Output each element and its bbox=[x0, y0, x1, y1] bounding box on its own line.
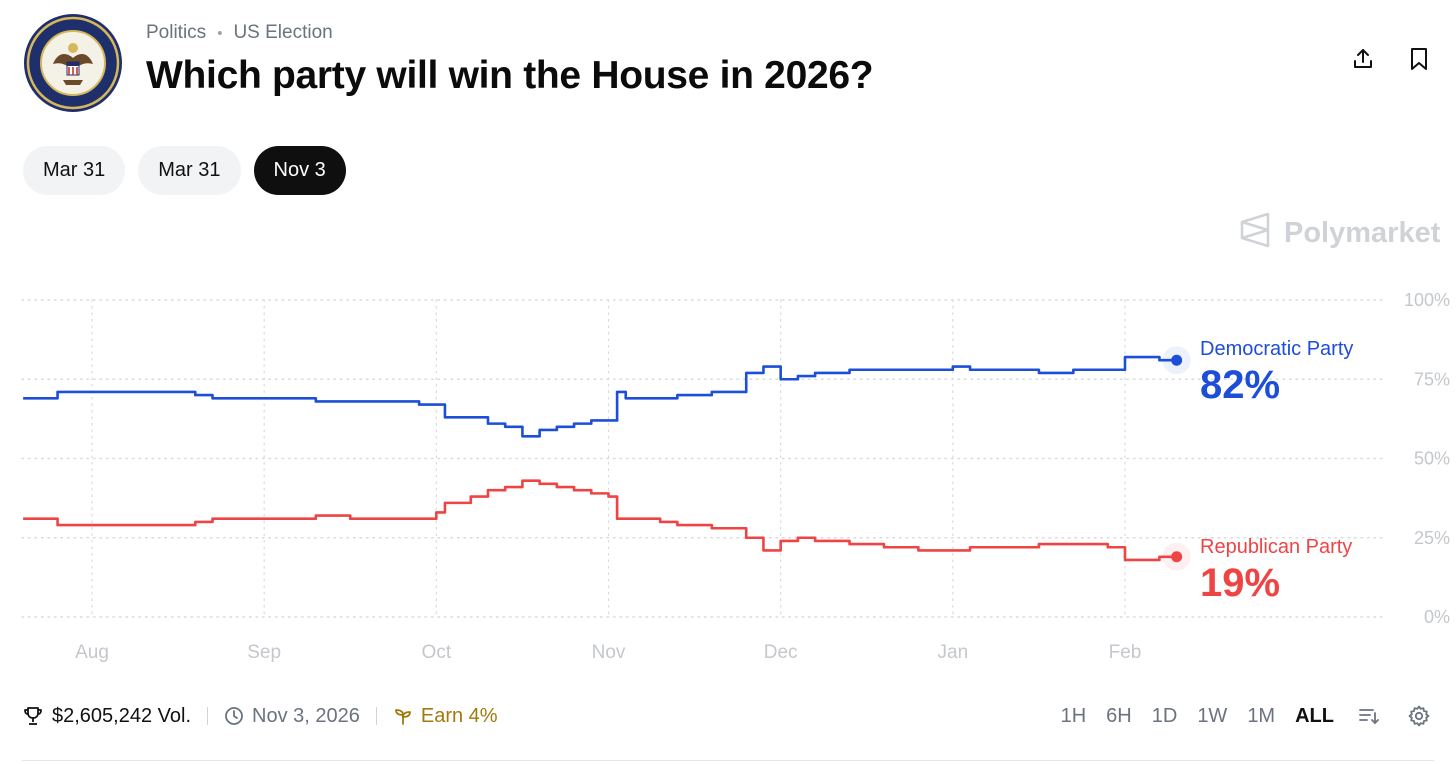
range-1w[interactable]: 1W bbox=[1197, 704, 1228, 727]
share-button[interactable] bbox=[1348, 44, 1378, 74]
trophy-icon bbox=[24, 707, 42, 725]
volume-value: $2,605,242 Vol. bbox=[52, 704, 192, 727]
gear-icon bbox=[1408, 705, 1430, 727]
footer-divider bbox=[375, 707, 377, 725]
range-1m[interactable]: 1M bbox=[1247, 704, 1276, 727]
share-icon bbox=[1354, 49, 1372, 68]
breadcrumb-separator: • bbox=[217, 24, 223, 42]
polymarket-logo-icon bbox=[1240, 212, 1270, 248]
x-tick-label: Sep bbox=[247, 642, 281, 663]
series-value-label: 82% bbox=[1200, 363, 1280, 407]
earn-link[interactable]: Earn 4% bbox=[393, 705, 498, 728]
range-1d[interactable]: 1D bbox=[1151, 704, 1178, 727]
y-tick-label: 0% bbox=[1424, 607, 1450, 627]
date-pill-2[interactable]: Mar 31 bbox=[138, 146, 241, 195]
y-tick-label: 25% bbox=[1414, 528, 1450, 548]
y-tick-label: 75% bbox=[1414, 369, 1450, 389]
y-tick-label: 50% bbox=[1414, 449, 1450, 469]
market-footer: $2,605,242 Vol. Nov 3, 2026 Earn 4% 1H 6… bbox=[22, 700, 1434, 732]
x-tick-label: Nov bbox=[592, 642, 626, 663]
time-range-selector: 1H 6H 1D 1W 1M ALL bbox=[1061, 701, 1434, 731]
x-tick-label: Jan bbox=[938, 642, 969, 663]
end-date-value: Nov 3, 2026 bbox=[252, 704, 360, 727]
settings-button[interactable] bbox=[1404, 701, 1434, 731]
date-selector: Mar 31 Mar 31 Nov 3 bbox=[23, 146, 346, 195]
series-endpoint-dot bbox=[1171, 354, 1183, 366]
series-name-label: Democratic Party bbox=[1200, 338, 1353, 360]
footer-rule bbox=[22, 760, 1434, 761]
range-all[interactable]: ALL bbox=[1295, 704, 1334, 727]
range-6h[interactable]: 6H bbox=[1106, 704, 1132, 727]
x-tick-label: Oct bbox=[422, 642, 452, 663]
y-tick-label: 100% bbox=[1404, 290, 1450, 310]
end-date-stat: Nov 3, 2026 bbox=[224, 705, 360, 728]
footer-divider bbox=[207, 707, 209, 725]
x-tick-label: Feb bbox=[1109, 642, 1142, 663]
breadcrumb: Politics • US Election bbox=[146, 22, 333, 44]
polymarket-watermark: Polymarket bbox=[1240, 212, 1441, 249]
x-tick-label: Dec bbox=[764, 642, 798, 663]
sprout-icon bbox=[394, 709, 411, 725]
x-tick-label: Aug bbox=[75, 642, 109, 663]
series-line-democratic[interactable] bbox=[23, 355, 1177, 438]
clock-icon bbox=[225, 707, 243, 725]
watermark-text: Polymarket bbox=[1284, 217, 1441, 249]
date-pill-3[interactable]: Nov 3 bbox=[253, 146, 346, 195]
sort-lines-icon bbox=[1359, 709, 1379, 725]
market-actions bbox=[1348, 44, 1434, 74]
sort-button[interactable] bbox=[1354, 701, 1384, 731]
bookmark-button[interactable] bbox=[1404, 44, 1434, 74]
series-name-label: Republican Party bbox=[1200, 536, 1352, 558]
range-1h[interactable]: 1H bbox=[1060, 704, 1087, 727]
price-chart[interactable]: Polymarket 100% 75% 50% 25% 0% Aug Sep Oct Nov De… bbox=[0, 200, 1456, 680]
bookmark-icon bbox=[1411, 48, 1427, 70]
volume-stat: $2,605,242 Vol. bbox=[22, 705, 191, 728]
date-pill-1[interactable]: Mar 31 bbox=[23, 146, 126, 195]
series-line-republican[interactable] bbox=[23, 479, 1177, 562]
house-seal-logo bbox=[22, 12, 124, 114]
series-endpoint-dot bbox=[1171, 551, 1183, 563]
breadcrumb-category[interactable]: Politics bbox=[146, 22, 207, 43]
breadcrumb-subcategory[interactable]: US Election bbox=[233, 22, 333, 43]
earn-label: Earn 4% bbox=[420, 704, 498, 727]
series-value-label: 19% bbox=[1200, 561, 1280, 605]
market-title: Which party will win the House in 2026? bbox=[146, 54, 874, 97]
